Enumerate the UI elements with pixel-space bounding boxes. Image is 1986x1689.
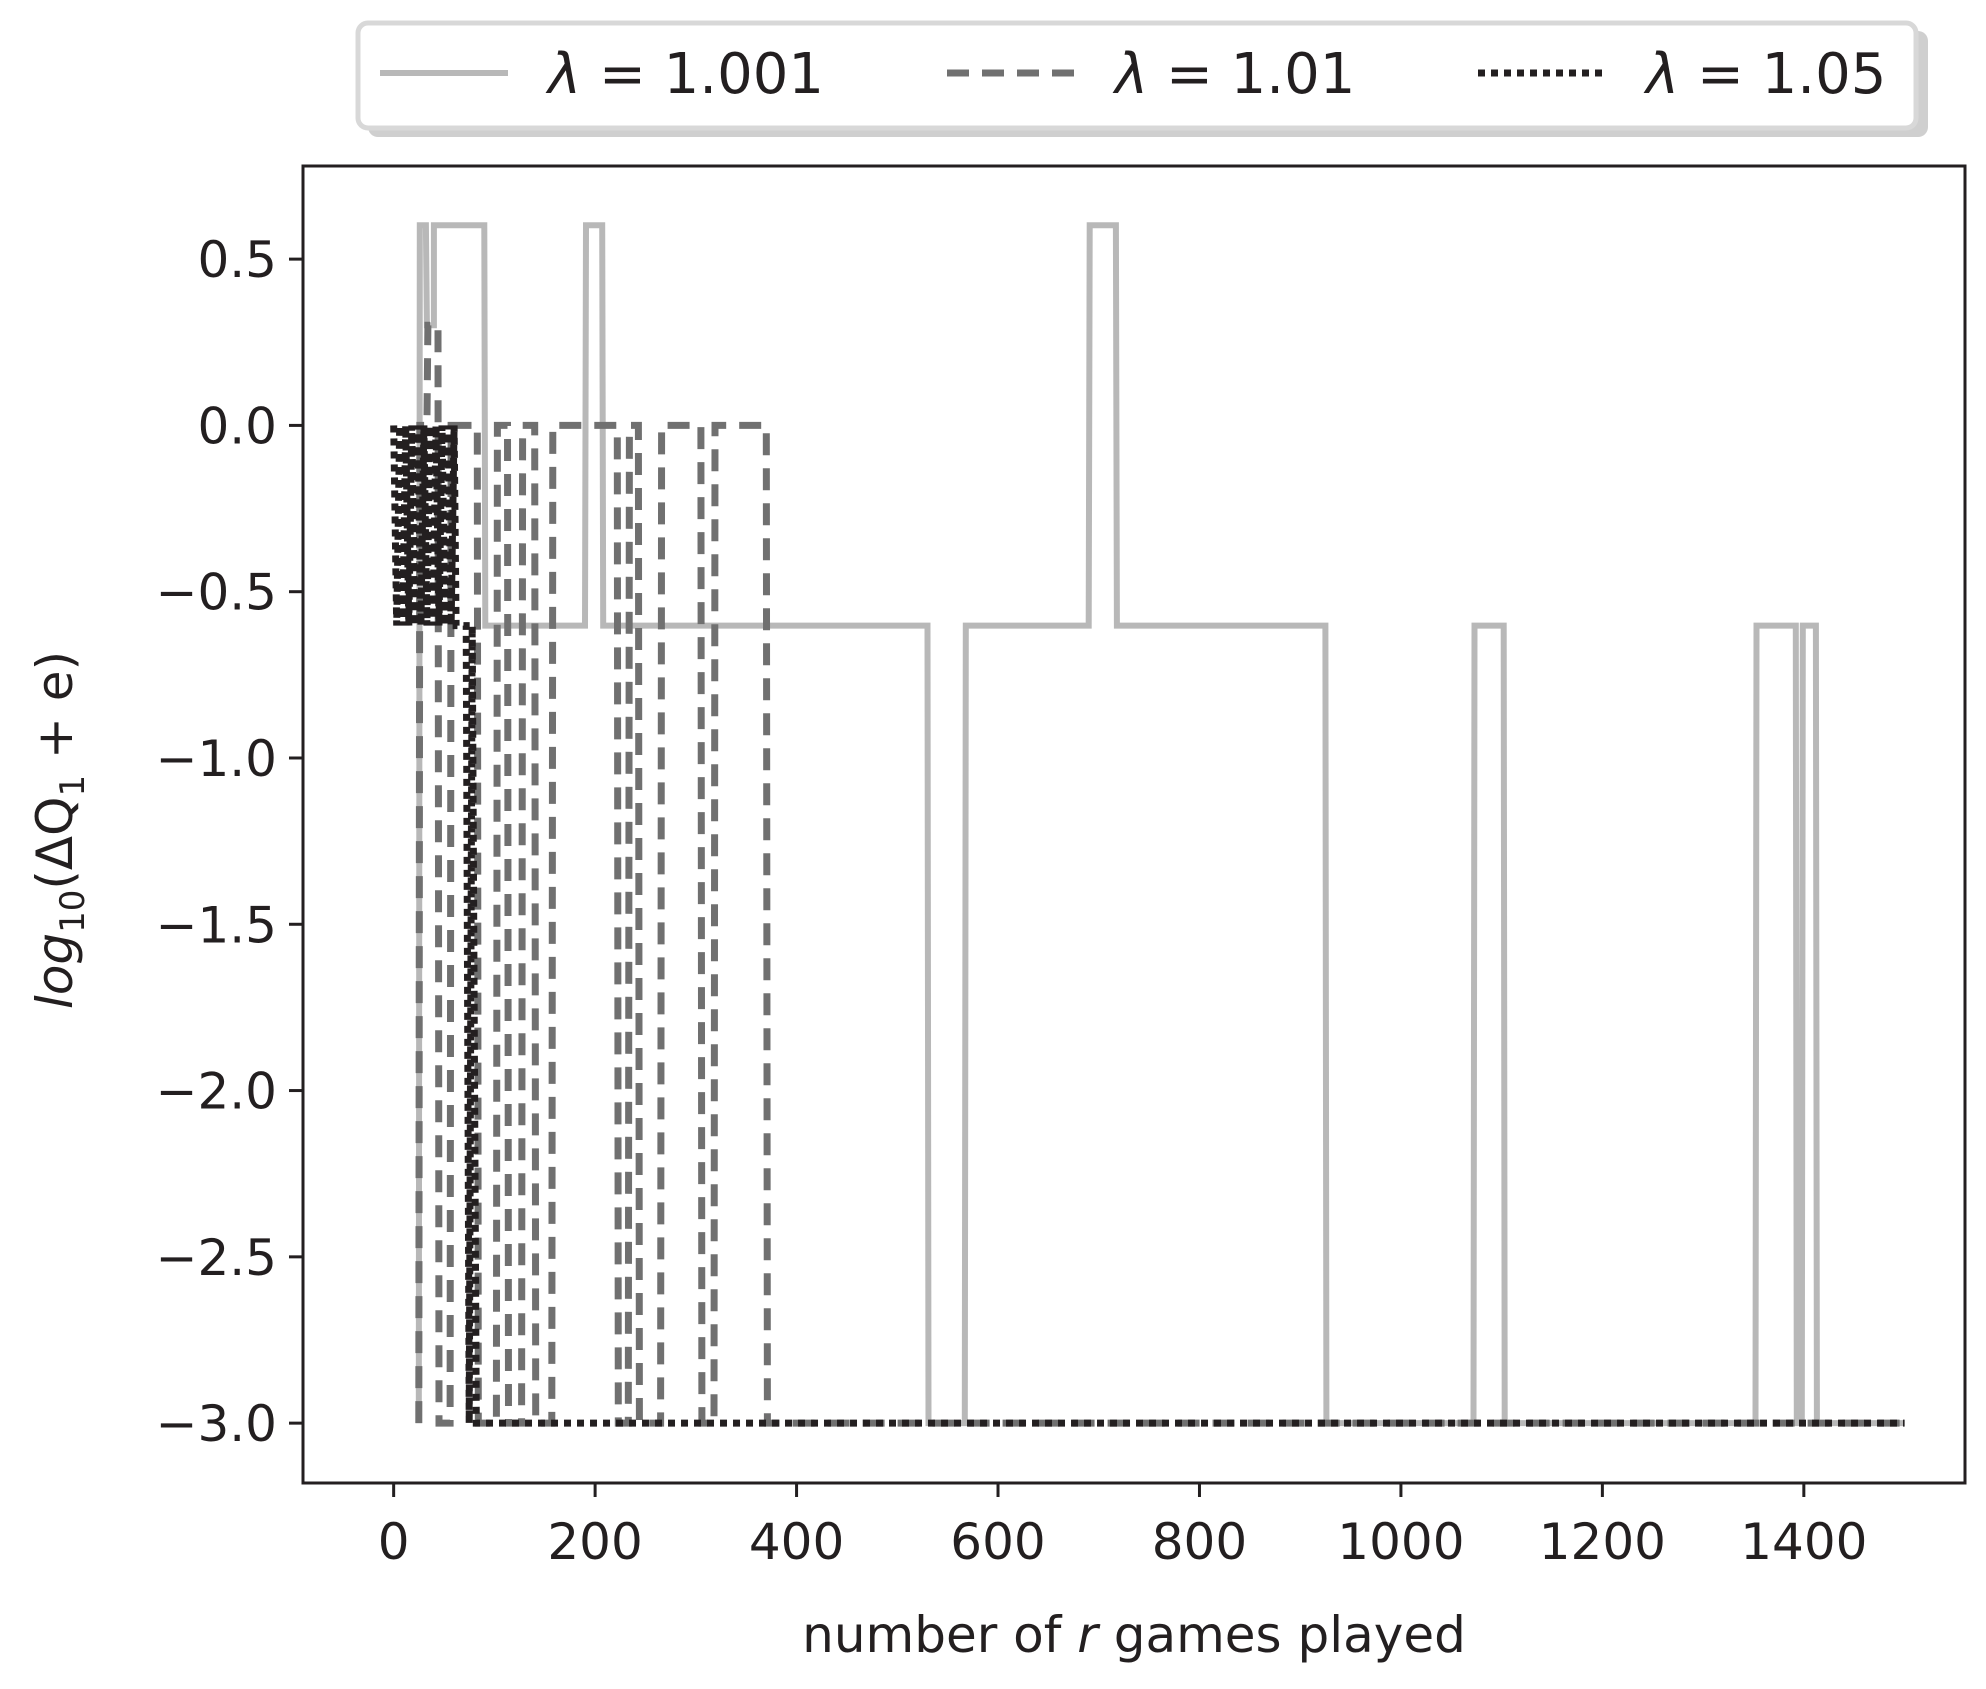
y-tick-label: −1.0: [156, 730, 277, 788]
y-tick-label: −0.5: [156, 564, 277, 622]
x-tick-label: 1200: [1539, 1513, 1666, 1571]
y-axis-label-q-subscript: 1: [53, 775, 93, 797]
legend-value: 1.001: [664, 42, 824, 107]
x-tick-label: 1000: [1337, 1513, 1464, 1571]
series-line-2: [415, 321, 1905, 1427]
x-axis: 0 200 400 600 800 1000 1200 1400: [378, 1483, 1867, 1571]
legend-symbol: λ: [1112, 42, 1148, 107]
plot-frame: [301, 164, 1967, 1485]
x-tick-label: 200: [547, 1513, 642, 1571]
legend-symbol: λ: [1643, 42, 1679, 107]
x-tick-label: 1400: [1740, 1513, 1867, 1571]
x-tick-label: 800: [1152, 1513, 1247, 1571]
y-axis-label-log-subscript: 10: [53, 890, 93, 933]
x-tick-label: 600: [950, 1513, 1045, 1571]
series-line-3: [390, 425, 1905, 1427]
x-axis-label-prefix: number of: [802, 1606, 1077, 1664]
x-axis-label: number of r games played: [802, 1606, 1466, 1664]
series-layer: [390, 222, 1905, 1427]
legend-label-1: λ = 1.001: [545, 42, 824, 107]
legend-equals: =: [1148, 42, 1231, 107]
y-axis-label-log: log: [26, 933, 84, 1009]
y-tick-label: −3.0: [156, 1395, 277, 1453]
legend-symbol: λ: [545, 42, 581, 107]
y-axis-label: log10(ΔQ1 + e): [26, 651, 93, 1009]
legend-value: 1.01: [1231, 42, 1356, 107]
y-tick-label: −2.0: [156, 1063, 277, 1121]
legend: λ = 1.001 λ = 1.01 λ = 1.05: [355, 20, 1928, 137]
x-axis-label-suffix: games played: [1098, 1606, 1466, 1664]
series-line-1: [415, 222, 1905, 1427]
y-tick-label: 0.5: [197, 231, 277, 289]
y-tick-label: −1.5: [156, 896, 277, 954]
plot-area: [301, 164, 1967, 1485]
legend-box: [355, 20, 1919, 131]
y-tick-label: −2.5: [156, 1229, 277, 1287]
legend-label-3: λ = 1.05: [1643, 42, 1886, 107]
legend-value: 1.05: [1762, 42, 1887, 107]
y-axis-label-delta-q: (ΔQ: [26, 797, 84, 890]
x-tick-label: 0: [378, 1513, 410, 1571]
y-axis-label-tail: + e): [26, 651, 84, 775]
y-axis: 0.5 0.0 −0.5 −1.0 −1.5 −2.0 −2.5 −3.0: [156, 231, 303, 1453]
legend-entries: λ = 1.001 λ = 1.01 λ = 1.05: [380, 42, 1886, 107]
x-tick-label: 400: [749, 1513, 844, 1571]
x-axis-label-variable: r: [1077, 1606, 1101, 1664]
legend-equals: =: [581, 42, 664, 107]
legend-equals: =: [1679, 42, 1762, 107]
legend-label-2: λ = 1.01: [1112, 42, 1355, 107]
y-tick-label: 0.0: [197, 397, 277, 455]
